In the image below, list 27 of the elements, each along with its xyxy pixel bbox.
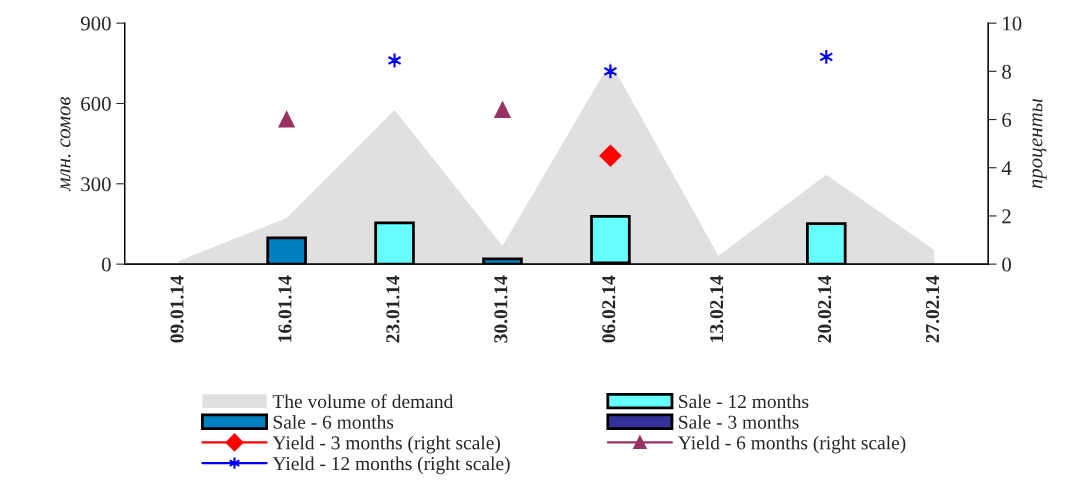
x-tick-label: 06.02.14 xyxy=(602,275,616,343)
x-tick-label: 09.01.14 xyxy=(170,275,184,343)
legend-label: The volume of demand xyxy=(272,394,454,409)
y-axis-title: млн. сомов xyxy=(60,96,71,192)
y2-tick-label: 8 xyxy=(1002,64,1011,79)
x-tick-label: 20.02.14 xyxy=(818,275,832,343)
x-tick-label: 23.01.14 xyxy=(386,275,400,343)
y-tick-label: 600 xyxy=(81,96,111,111)
y2-tick-label: 2 xyxy=(1002,209,1011,224)
legend-label: Sale - 12 months xyxy=(679,394,809,409)
x-tick-label: 16.01.14 xyxy=(278,275,292,342)
y-tick-label: 900 xyxy=(80,16,111,31)
legend-label: Yield - 12 months (right scale) xyxy=(272,456,510,475)
y2-tick-label: 6 xyxy=(1002,112,1012,127)
y2-tick-label: 10 xyxy=(1003,16,1022,31)
y2-tick-label: 0 xyxy=(1002,257,1011,272)
y-tick-label: 300 xyxy=(81,177,111,192)
legend-label: Sale - 3 months xyxy=(679,415,799,429)
x-tick-label: 30.01.14 xyxy=(494,275,508,343)
y-tick-label: 0 xyxy=(101,257,111,272)
x-tick-label: 27.02.14 xyxy=(925,275,940,343)
legend-label: Yield - 6 months (right scale) xyxy=(678,435,906,454)
y2-axis-title: проценты xyxy=(1032,98,1047,189)
x-tick-label: 13.02.14 xyxy=(710,275,724,342)
legend-label: Yield - 3 months (right scale) xyxy=(272,435,500,454)
legend-label: Sale - 6 months xyxy=(273,415,394,429)
y2-tick-label: 4 xyxy=(1001,161,1012,175)
